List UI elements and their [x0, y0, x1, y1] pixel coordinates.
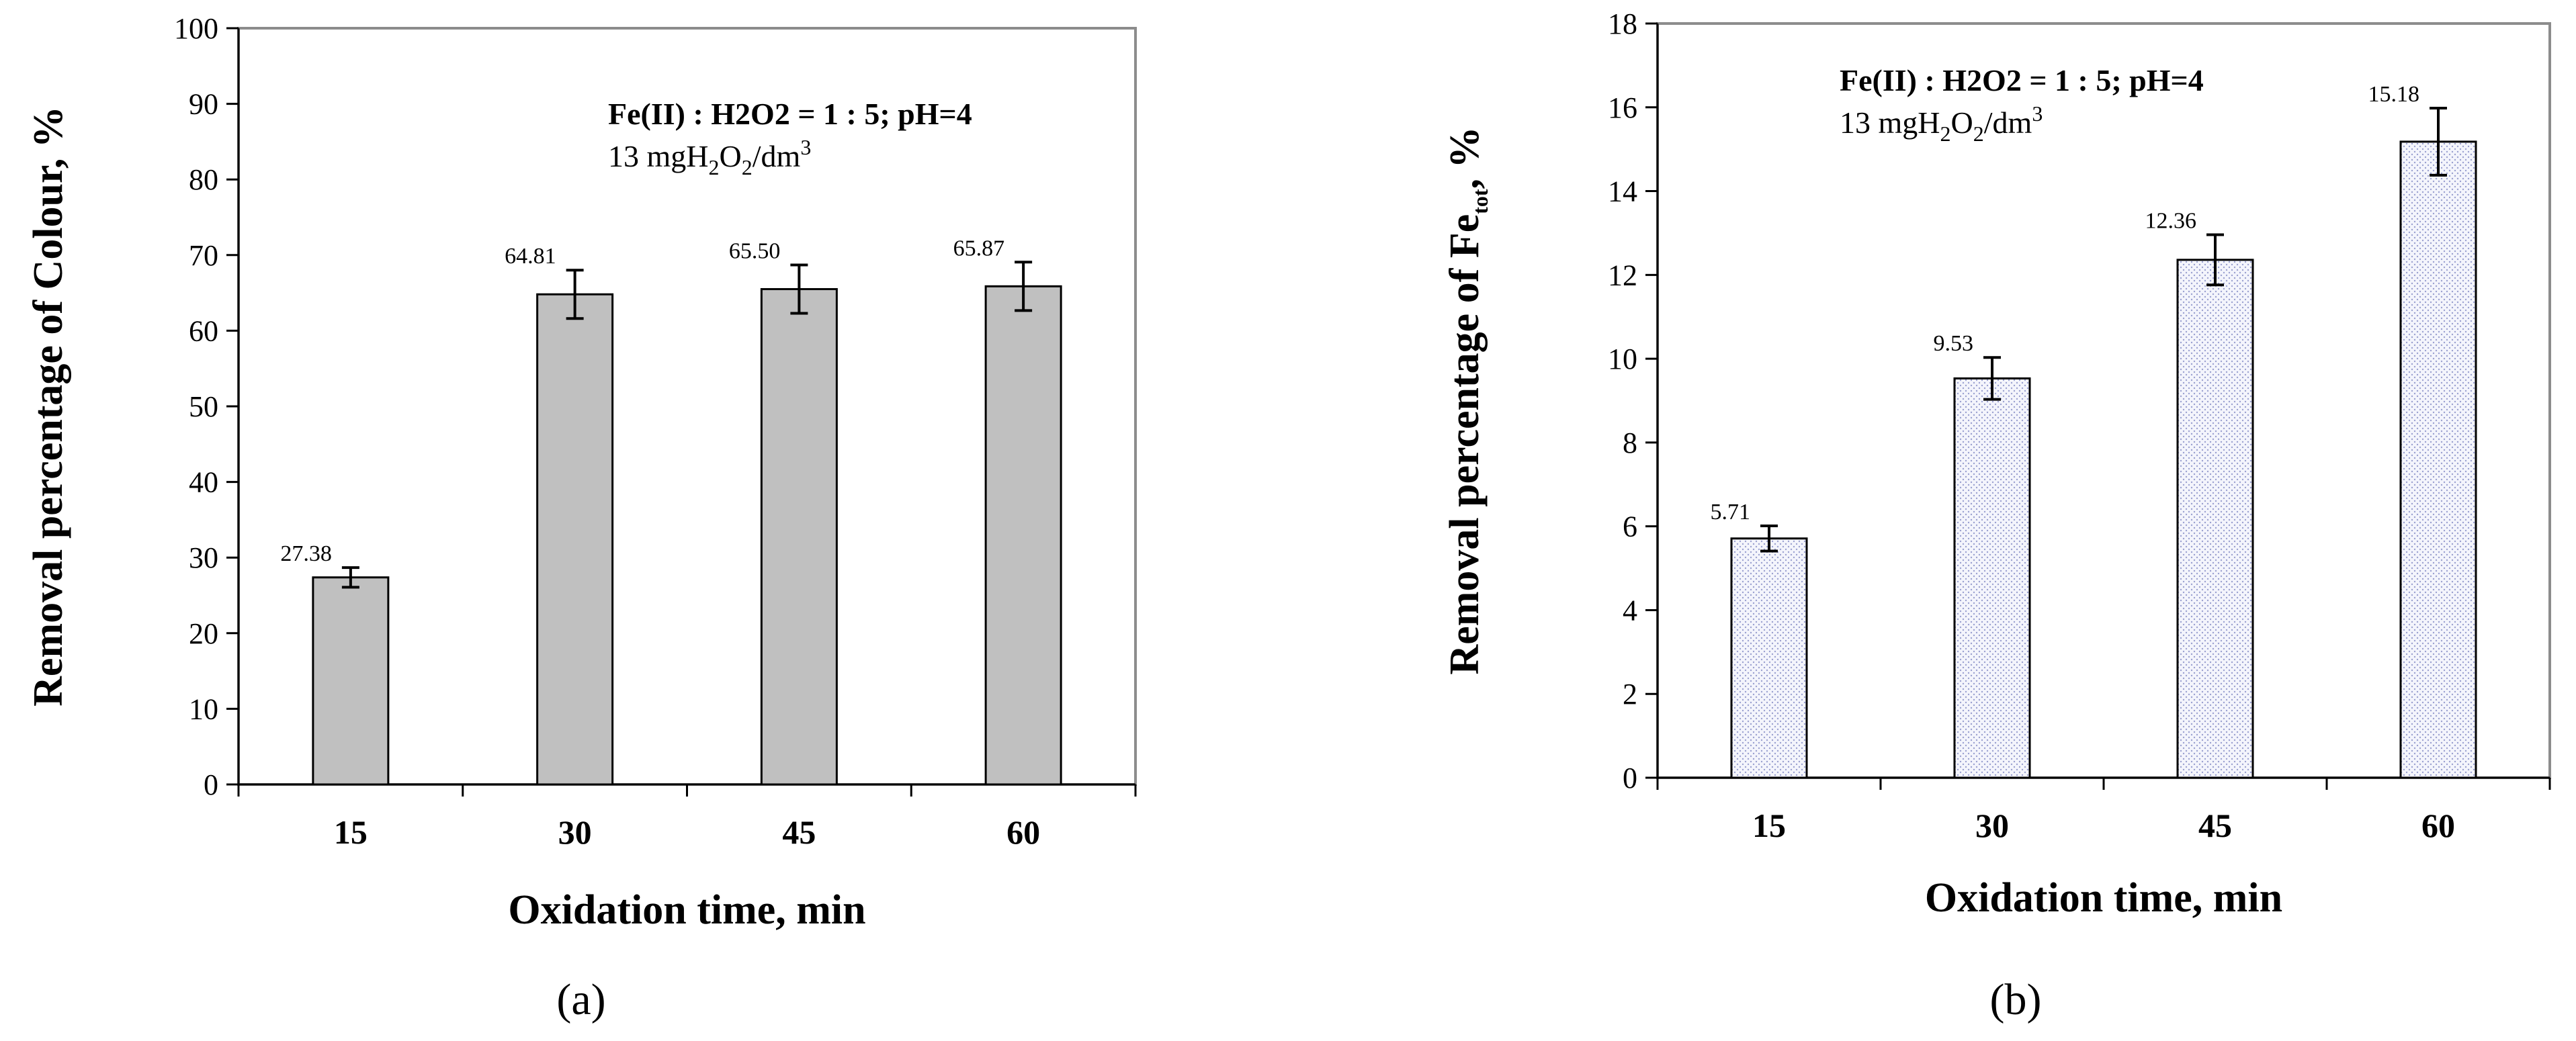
y-tick-label: 20	[189, 617, 218, 650]
bar	[1953, 377, 2031, 779]
bar	[2399, 140, 2477, 779]
y-tick-label: 50	[189, 390, 218, 423]
chart-panel-a: 0 10 20 30 40 50 60 70 80 90 100 27.38 15 64.81 30 65.5…	[26, 12, 1137, 1024]
annotation-dose: 13 mgH2O2/dm3	[608, 135, 811, 179]
y-tick-label: 0	[1623, 762, 1637, 795]
y-tick-label: 6	[1623, 510, 1637, 543]
annotation-ratio: Fe(II) : H2O2 = 1 : 5; pH=4	[608, 97, 972, 131]
x-tick-label: 30	[1975, 807, 2009, 844]
bar	[312, 576, 390, 786]
annotation-dose: 13 mgH2O2/dm3	[1840, 101, 2043, 146]
y-tick-label: 10	[1608, 343, 1637, 375]
bar	[1730, 537, 1808, 779]
annotation-ratio: Fe(II) : H2O2 = 1 : 5; pH=4	[1840, 63, 2204, 97]
y-tick-label: 100	[174, 12, 218, 45]
x-tick-label: 15	[1752, 807, 1786, 844]
bar	[760, 287, 838, 786]
y-tick-label: 2	[1623, 678, 1637, 711]
y-tick-label: 8	[1623, 426, 1637, 459]
y-tick-label: 70	[189, 239, 218, 272]
x-tick-label: 60	[2421, 807, 2455, 844]
y-tick-label: 18	[1608, 7, 1637, 40]
x-axis-title: Oxidation time, min	[508, 887, 865, 933]
chart-panel-b: 0 2 4 6 8 10 12 14 16 18 5.71 15 9.53 30 12.36 45 15.18 6…	[1442, 7, 2551, 1024]
bar	[984, 285, 1062, 786]
x-tick-label: 45	[782, 813, 816, 851]
data-label: 9.53	[1934, 331, 1974, 356]
y-tick-label: 0	[204, 768, 218, 801]
y-axis-title: Removal percentage of Colour, %	[26, 106, 71, 707]
x-tick-label: 60	[1006, 813, 1040, 851]
y-tick-label: 40	[189, 466, 218, 499]
data-label: 5.71	[1711, 500, 1751, 525]
bar	[536, 293, 614, 786]
data-label: 65.50	[729, 238, 781, 263]
panel-label: (b)	[1990, 975, 2042, 1024]
x-axis-title: Oxidation time, min	[1925, 875, 2282, 921]
y-tick-label: 10	[189, 692, 218, 725]
x-tick-label: 15	[334, 813, 368, 851]
y-tick-label: 14	[1608, 175, 1637, 208]
data-label: 12.36	[2145, 208, 2197, 233]
y-tick-label: 4	[1623, 594, 1637, 627]
y-tick-label: 16	[1608, 91, 1637, 124]
panel-label: (a)	[556, 975, 605, 1024]
y-tick-label: 90	[189, 88, 218, 121]
y-tick-label: 12	[1608, 259, 1637, 291]
data-label: 27.38	[280, 541, 332, 566]
x-tick-label: 45	[2198, 807, 2232, 844]
y-axis-title: Removal percentage of Fetot, %	[1442, 126, 1492, 674]
y-tick-label: 30	[189, 541, 218, 574]
data-label: 15.18	[2368, 82, 2420, 107]
x-tick-label: 30	[558, 813, 592, 851]
data-label: 65.87	[953, 236, 1005, 261]
y-tick-label: 80	[189, 163, 218, 196]
bar	[2176, 259, 2254, 779]
y-tick-label: 60	[189, 314, 218, 347]
data-label: 64.81	[505, 244, 556, 269]
